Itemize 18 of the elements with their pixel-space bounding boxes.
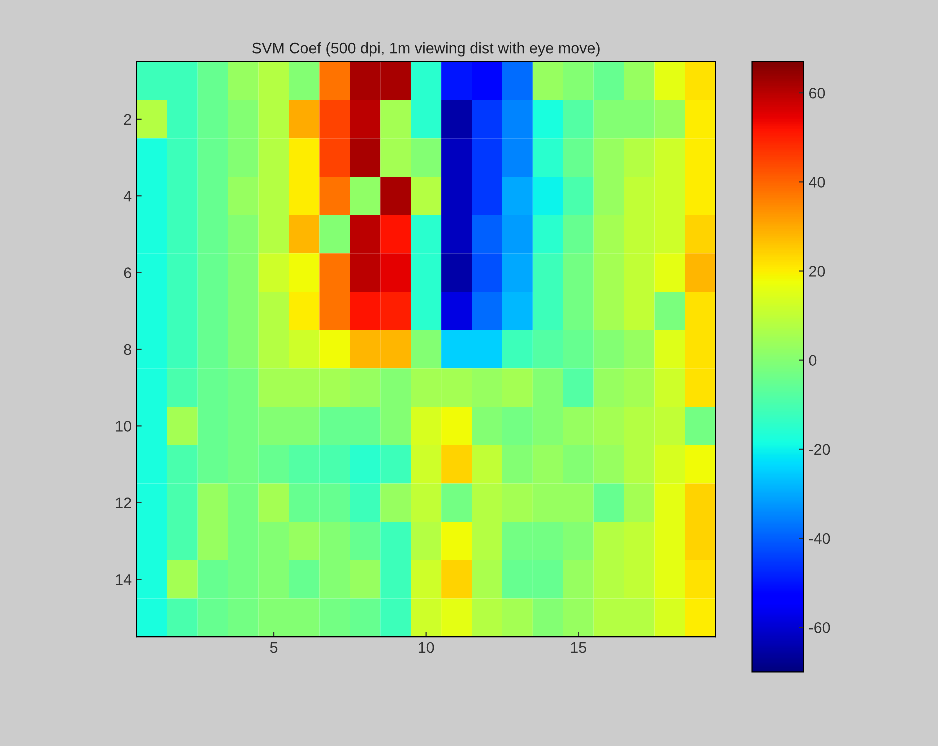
- x-tick-label: 15: [571, 642, 586, 654]
- y-tick-label: 2: [124, 114, 132, 125]
- x-tick-label: 5: [270, 642, 278, 654]
- x-tick-label: 10: [418, 642, 434, 654]
- color-bar-label: 60: [810, 88, 826, 99]
- y-tick-label: 4: [124, 191, 132, 202]
- color-bar-label: -20: [809, 444, 830, 456]
- color-bar-label: 20: [809, 266, 826, 277]
- chart-title: SVM Coef (500 dpi, 1m viewing dist with eye move): [252, 42, 600, 57]
- color-bar-label: -40: [809, 533, 830, 544]
- y-tick-label: 6: [124, 268, 132, 278]
- y-tick-label: 14: [116, 574, 132, 586]
- y-tick-label: 8: [124, 344, 132, 356]
- y-tick-label: 10: [116, 421, 132, 432]
- color-bar-label: -60: [809, 622, 830, 634]
- color-bar-label: 40: [809, 177, 826, 188]
- color-bar-label: 0: [809, 355, 817, 366]
- y-tick-label: 12: [116, 498, 132, 508]
